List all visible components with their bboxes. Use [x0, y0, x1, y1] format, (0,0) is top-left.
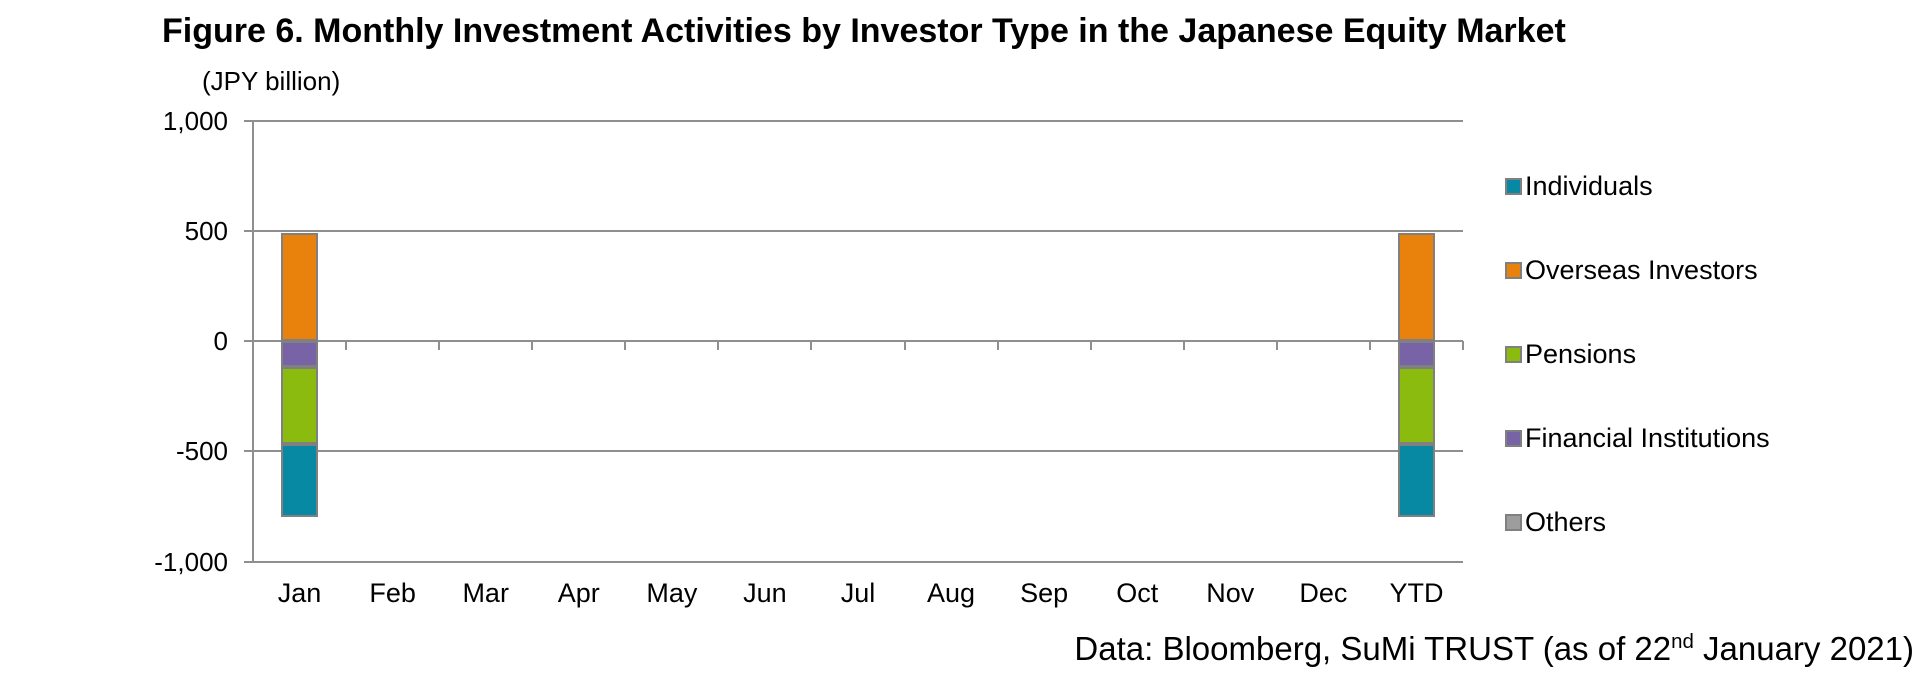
bar-segment-ytd-overseas-investors — [1397, 232, 1435, 341]
x-tick-label-jun: Jun — [743, 578, 787, 608]
legend-item-pensions: Pensions — [1505, 338, 1637, 369]
y-tick-label-1000: 1,000 — [162, 105, 228, 136]
gridline-1000 — [253, 119, 1463, 122]
legend-swatch-financial-institutions — [1505, 429, 1522, 447]
x-axis-tick — [1275, 341, 1278, 350]
legend-swatch-overseas-investors — [1505, 261, 1522, 279]
y-tick-label--500: -500 — [175, 436, 228, 467]
y-tick-label--1000: -1,000 — [154, 546, 228, 577]
x-axis-tick — [624, 341, 627, 350]
gridline--1000 — [253, 560, 1463, 563]
x-tick-label-oct: Oct — [1116, 578, 1159, 608]
bar-segment-jan-pensions — [281, 367, 319, 444]
gridline--500 — [253, 450, 1463, 453]
y-tick-label-0: 0 — [213, 326, 228, 356]
x-tick-label-mar: Mar — [462, 578, 509, 608]
source-note: Data: Bloomberg, SuMi TRUST (as of 22nd … — [1074, 630, 1914, 668]
legend-item-individuals: Individuals — [1505, 170, 1653, 201]
x-tick-label-apr: Apr — [557, 578, 600, 608]
legend-swatch-pensions — [1505, 345, 1522, 363]
legend-label-overseas-investors: Overseas Investors — [1525, 254, 1758, 285]
x-axis-tick — [1089, 341, 1092, 350]
gridline-500 — [253, 229, 1463, 232]
legend-item-overseas-investors: Overseas Investors — [1505, 254, 1758, 285]
chart-title: Figure 6. Monthly Investment Activities … — [162, 12, 1566, 50]
x-tick-label-sep: Sep — [1020, 578, 1069, 608]
x-axis-tick — [810, 341, 813, 350]
bar-segment-jan-financial-institutions — [281, 341, 319, 368]
x-axis-tick — [1462, 341, 1464, 350]
legend-label-others: Others — [1525, 506, 1607, 537]
y-axis-tick — [244, 119, 253, 122]
bar-segment-jan-overseas-investors — [281, 232, 319, 341]
legend-item-others: Others — [1505, 506, 1607, 537]
legend-swatch-others — [1505, 513, 1522, 531]
x-tick-label-jul: Jul — [840, 578, 876, 608]
bar-segment-ytd-pensions — [1397, 367, 1435, 444]
y-axis-unit-label: (JPY billion) — [202, 66, 341, 96]
x-tick-label-aug: Aug — [927, 578, 976, 608]
y-axis-tick — [244, 340, 253, 342]
legend-label-financial-institutions: Financial Institutions — [1525, 422, 1770, 453]
x-axis-tick — [252, 341, 254, 350]
x-tick-label-may: May — [646, 578, 698, 608]
y-axis-tick — [244, 560, 253, 563]
x-axis-tick — [531, 341, 534, 350]
source-text-prefix: Data: Bloomberg, SuMi TRUST (as of 22 — [1074, 630, 1672, 667]
x-axis-tick — [996, 341, 999, 350]
x-tick-label-nov: Nov — [1206, 578, 1255, 608]
x-tick-label-ytd: YTD — [1389, 578, 1444, 608]
source-text-suffix: January 2021) — [1693, 630, 1914, 667]
x-axis-tick — [345, 341, 348, 350]
legend-label-individuals: Individuals — [1525, 170, 1653, 201]
y-axis-tick — [244, 450, 253, 453]
x-axis-tick — [1182, 341, 1185, 350]
bar-segment-jan-individuals — [281, 443, 319, 518]
x-tick-label-jan: Jan — [277, 578, 322, 608]
y-tick-label-500: 500 — [184, 215, 228, 246]
legend-swatch-individuals — [1505, 177, 1522, 195]
source-superscript: nd — [1671, 630, 1694, 653]
x-axis-tick — [1368, 341, 1371, 350]
bar-segment-ytd-financial-institutions — [1397, 341, 1435, 368]
bar-segment-ytd-individuals — [1397, 443, 1435, 518]
gridline-0 — [253, 340, 1463, 342]
x-axis-tick — [717, 341, 720, 350]
x-axis-tick — [903, 341, 906, 350]
x-axis-tick — [438, 341, 441, 350]
legend-label-pensions: Pensions — [1525, 338, 1637, 369]
y-axis-tick — [244, 229, 253, 232]
x-tick-label-dec: Dec — [1299, 578, 1348, 608]
legend-item-financial-institutions: Financial Institutions — [1505, 422, 1770, 453]
x-tick-label-feb: Feb — [369, 578, 416, 608]
